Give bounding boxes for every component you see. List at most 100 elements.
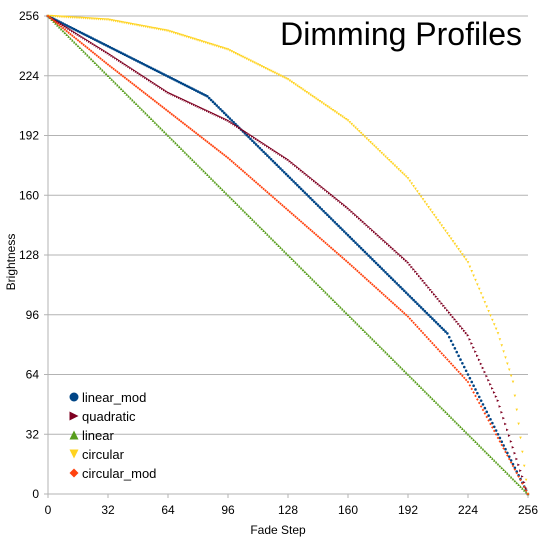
y-tick-label: 256 (19, 9, 39, 23)
y-tick-label: 32 (26, 427, 40, 441)
data-point (450, 340, 453, 343)
data-point (272, 160, 275, 163)
legend-label: circular_mod (82, 466, 156, 481)
x-axis-title: Fade Step (250, 523, 306, 537)
y-tick-label: 96 (26, 308, 40, 322)
x-tick-label: 256 (518, 503, 538, 517)
data-point (311, 199, 314, 202)
legend-marker (70, 393, 79, 402)
data-point (375, 262, 378, 265)
data-point (255, 143, 258, 146)
data-point (364, 251, 367, 254)
y-tick-label: 192 (19, 129, 39, 143)
data-point (358, 245, 361, 248)
data-point (388, 275, 391, 278)
data-point (313, 201, 316, 204)
data-point (495, 429, 498, 432)
data-point (343, 230, 346, 233)
data-point (407, 293, 410, 296)
data-point (230, 119, 233, 122)
data-point (437, 323, 440, 326)
data-point (227, 115, 230, 118)
legend-label: linear (82, 428, 114, 443)
data-point (455, 351, 458, 354)
data-point (274, 162, 277, 165)
data-point (377, 264, 380, 267)
data-point (210, 99, 213, 102)
data-point (467, 373, 470, 376)
data-point (215, 104, 218, 107)
data-point (320, 208, 323, 211)
data-point (424, 310, 427, 313)
data-point (326, 214, 329, 217)
data-point (470, 381, 473, 384)
x-tick-label: 0 (45, 503, 52, 517)
data-point (440, 327, 443, 330)
data-point (257, 145, 260, 148)
data-point (292, 180, 295, 183)
data-point (463, 366, 466, 369)
data-point (345, 232, 348, 235)
data-point (305, 193, 308, 196)
data-point (266, 154, 269, 157)
legend-item-linear_mod: linear_mod (70, 390, 147, 405)
data-point (307, 195, 310, 198)
x-tick-label: 32 (101, 503, 115, 517)
x-tick-label: 160 (338, 503, 358, 517)
data-point (379, 265, 382, 268)
x-tick-label: 128 (278, 503, 298, 517)
data-point (485, 411, 488, 414)
data-point (386, 273, 389, 276)
data-point (395, 282, 398, 285)
data-point (275, 164, 278, 167)
data-point (369, 256, 372, 259)
data-point (457, 355, 460, 358)
data-point (392, 278, 395, 281)
data-point (380, 267, 383, 270)
data-point (422, 308, 425, 311)
data-point (283, 171, 286, 174)
x-tick-label: 192 (398, 503, 418, 517)
data-point (287, 175, 290, 178)
data-point (259, 147, 262, 150)
data-point (384, 271, 387, 274)
data-point (334, 221, 337, 224)
y-axis-title: Brightness (4, 234, 18, 291)
data-point (264, 152, 267, 155)
data-point (270, 158, 273, 161)
data-point (469, 377, 472, 380)
data-point (465, 369, 468, 372)
legend-label: quadratic (82, 409, 136, 424)
data-point (367, 254, 370, 257)
data-point (356, 243, 359, 246)
data-point (446, 332, 449, 335)
data-point (416, 302, 419, 305)
data-point (341, 228, 344, 231)
data-point (332, 219, 335, 222)
data-point (277, 165, 280, 168)
data-point (285, 173, 288, 176)
data-point (309, 197, 312, 200)
data-point (322, 210, 325, 213)
data-point (317, 204, 320, 207)
data-point (487, 414, 490, 417)
data-point (427, 314, 430, 317)
data-point (414, 301, 417, 304)
data-point (480, 399, 483, 402)
data-point (223, 112, 226, 115)
data-point (410, 297, 413, 300)
data-point (229, 117, 232, 120)
data-point (268, 156, 271, 159)
y-tick-label: 224 (19, 69, 39, 83)
data-point (221, 110, 224, 113)
data-point (362, 249, 365, 252)
data-point (206, 95, 209, 98)
data-point (442, 328, 445, 331)
data-point (461, 362, 464, 365)
data-point (472, 384, 475, 387)
data-point (328, 215, 331, 218)
data-point (339, 227, 342, 230)
data-point (315, 202, 318, 205)
data-point (373, 260, 376, 263)
legend-label: linear_mod (82, 390, 146, 405)
